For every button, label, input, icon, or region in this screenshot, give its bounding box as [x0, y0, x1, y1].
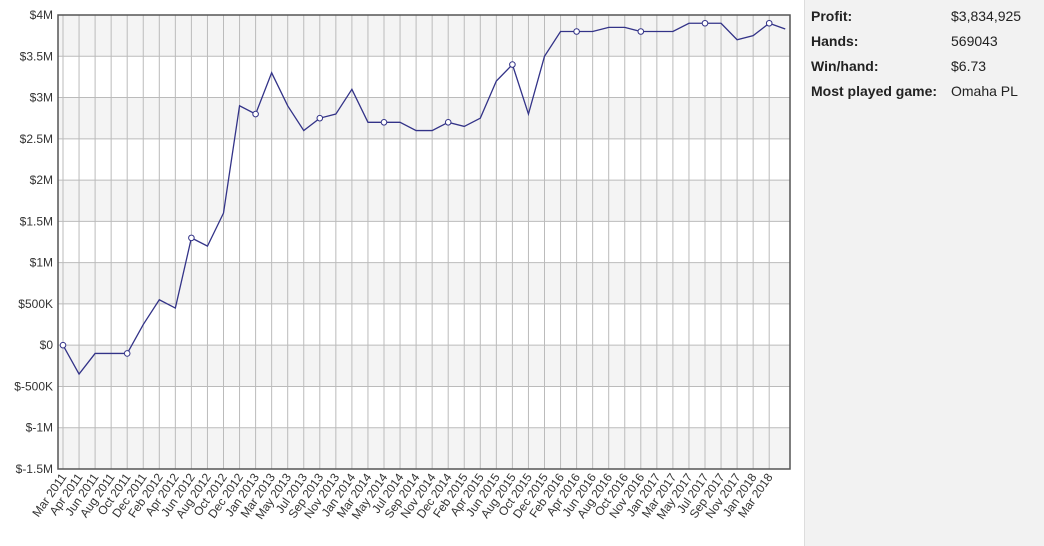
point-marker [637, 28, 645, 35]
y-tick-label: $-1M [26, 421, 53, 435]
point-marker [188, 234, 195, 242]
stat-value: 569043 [951, 33, 998, 49]
grid-band [58, 427, 790, 469]
stat-row: Most played game: Omaha PL [811, 83, 1044, 108]
stat-row: Profit: $3,834,925 [811, 8, 1044, 33]
grid-band [58, 56, 790, 98]
stat-value: $6.73 [951, 58, 987, 74]
grid-band [58, 303, 790, 346]
y-tick-label: $0 [40, 338, 54, 352]
plot-border [57, 14, 791, 470]
stat-key: Hands: [811, 33, 859, 49]
grid-band [58, 97, 790, 139]
y-tick-label: $3.5M [20, 49, 53, 63]
point-marker [573, 28, 580, 35]
grid-band [58, 221, 790, 263]
stat-value: $3,834,925 [951, 8, 1022, 24]
grid-band [58, 386, 790, 428]
y-tick-label: $2M [30, 173, 53, 187]
y-tick-label: $3M [30, 91, 53, 105]
profit-line [62, 22, 786, 376]
point-marker [509, 61, 516, 68]
point-marker [123, 350, 131, 357]
y-tick-label: $500K [18, 297, 53, 311]
grid-band [58, 138, 790, 181]
y-tick-label: $-1.5M [16, 462, 53, 476]
grid-band [58, 15, 790, 57]
stat-row: Win/hand: $6.73 [811, 58, 1044, 83]
point-marker [765, 19, 773, 27]
point-marker [316, 114, 324, 122]
grid-band [58, 180, 790, 222]
y-tick-label: $1.5M [20, 214, 53, 228]
chart: $-1.5M $-1M $-500K $0 $500K $1M $1.5M $2M $2.5M $… [14, 8, 791, 522]
point-marker [444, 119, 452, 126]
point-marker [380, 119, 388, 126]
y-tick-label: $1M [30, 256, 53, 270]
stats-panel: Profit: $3,834,925 Hands: 569043 Win/hand: $6… [804, 0, 1044, 546]
grid-band [58, 345, 790, 387]
point-marker [59, 341, 67, 349]
stat-key: Win/hand: [811, 58, 879, 74]
stat-key: Most played game: [811, 83, 938, 99]
y-tick-label: $4M [30, 8, 53, 22]
stat-value: Omaha PL [951, 83, 1018, 99]
point-marker [252, 110, 259, 118]
stat-row: Hands: 569043 [811, 33, 1044, 58]
y-tick-label: $2.5M [20, 132, 53, 146]
stat-key: Profit: [811, 8, 853, 24]
grid-band [58, 262, 790, 304]
point-marker [701, 19, 709, 27]
y-tick-label: $-500K [14, 379, 53, 393]
